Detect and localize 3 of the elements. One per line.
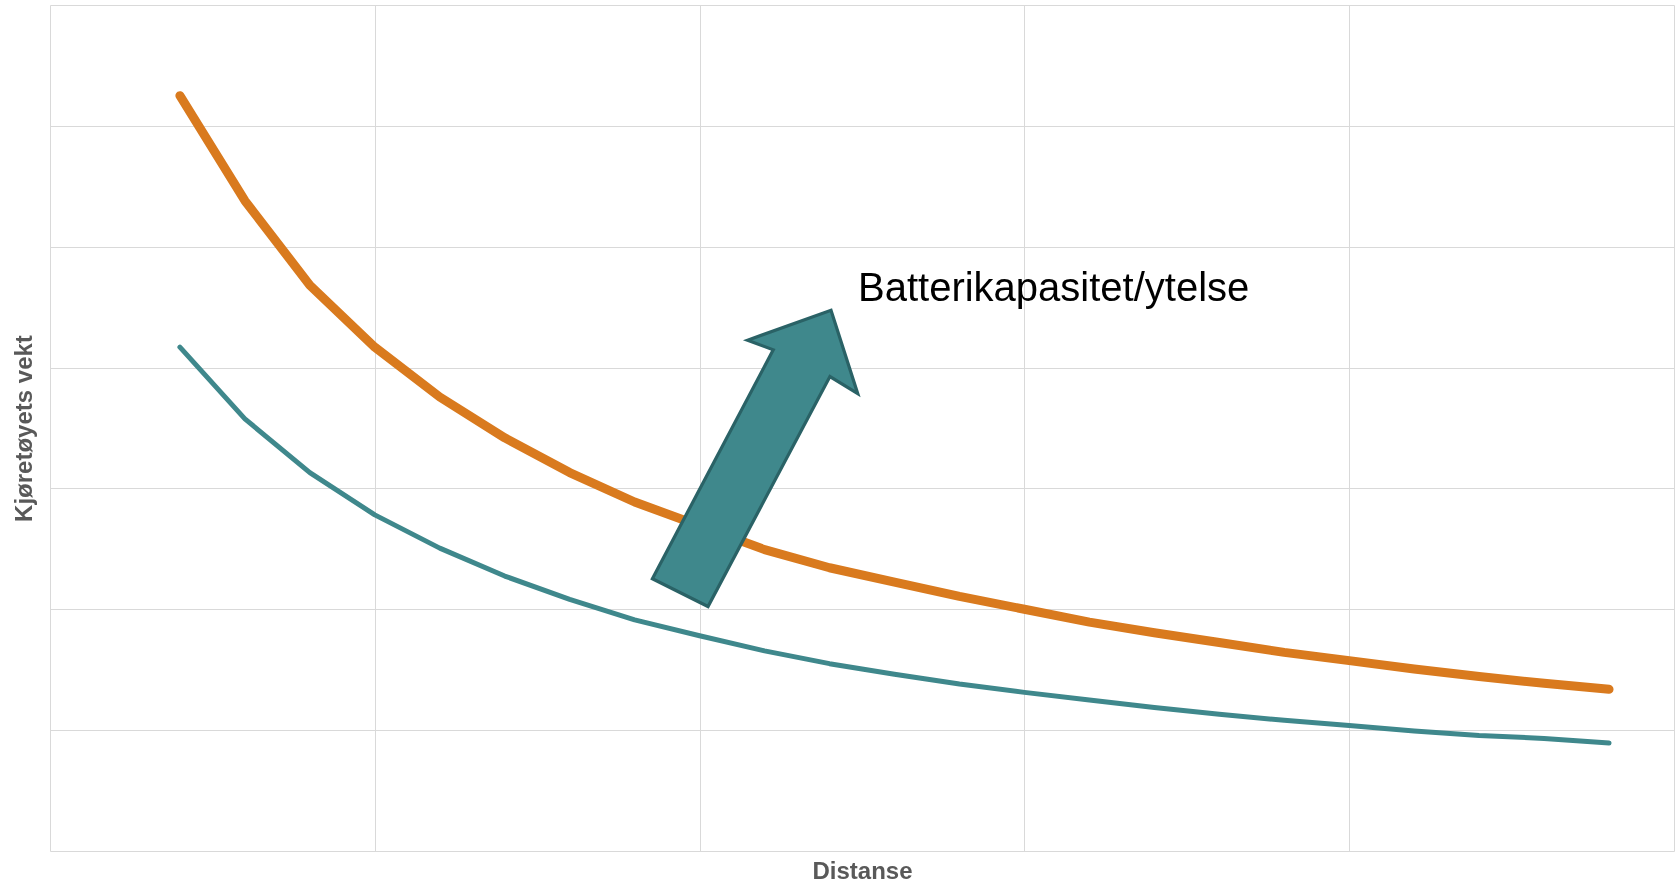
x-axis-title: Distanse (812, 856, 913, 884)
annotation: Batterikapasitet/ytelse (858, 265, 1250, 310)
y-axis-title: Kjøretøyets vekt (9, 335, 37, 522)
